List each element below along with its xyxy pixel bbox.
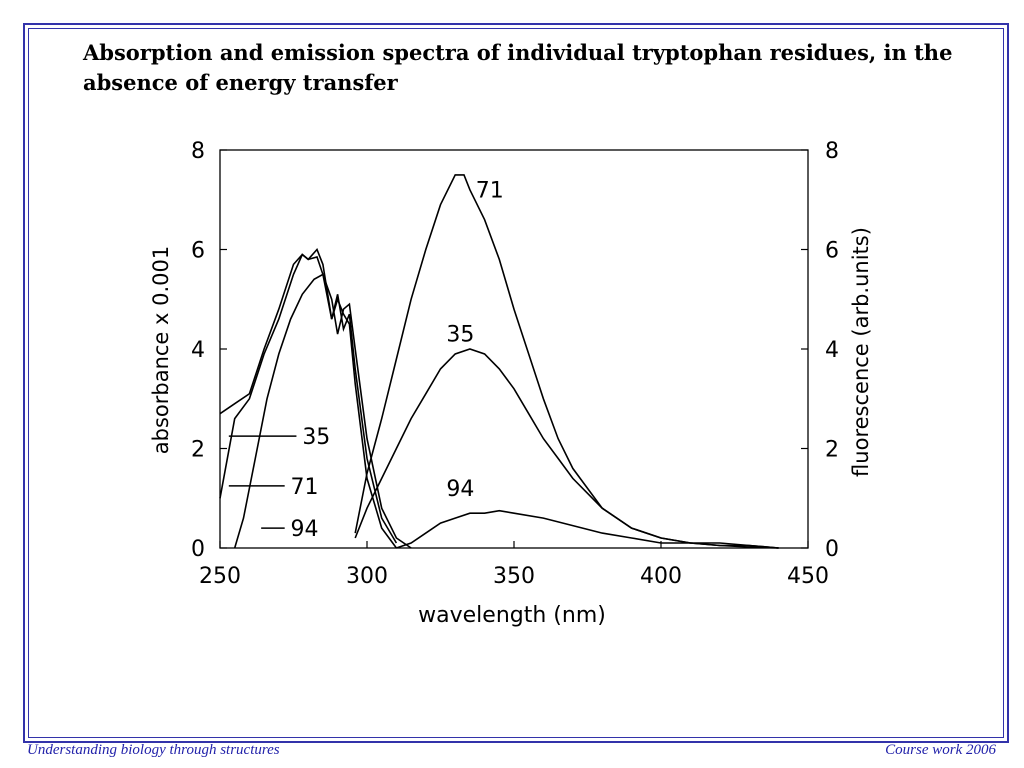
emission-line-71: [354, 174, 779, 549]
left-y-axis-label: absorbance x 0.001: [149, 246, 173, 455]
footer-course-title: Understanding biology through structures: [27, 742, 280, 758]
x-axis-ticks: 250 300 350 400 450: [199, 541, 829, 589]
emission-series-label: 71: [476, 178, 504, 203]
series-group: [219, 174, 779, 549]
slide-frame-inner: [28, 28, 1004, 738]
left-y-tick-label: 6: [191, 239, 205, 264]
absorption-line-71: [219, 247, 398, 549]
absorption-series-label: 71: [291, 475, 319, 500]
right-y-tick-label: 6: [825, 239, 839, 264]
emission-series-label: 94: [446, 477, 474, 502]
right-y-tick-label: 4: [825, 338, 839, 363]
emission-line-35: [354, 348, 779, 549]
series-labels-group: 35 71 94 71 35 94: [228, 178, 504, 542]
x-tick-label: 400: [640, 564, 682, 589]
right-y-axis-label: fluorescence (arb.units): [849, 227, 873, 477]
x-tick-label: 450: [787, 564, 829, 589]
x-tick-label: 250: [199, 564, 241, 589]
emission-line-94: [396, 509, 779, 549]
left-y-tick-label: 2: [191, 438, 205, 463]
left-y-axis-ticks: 0 2 4 6 8: [191, 139, 227, 562]
left-y-tick-label: 0: [191, 537, 205, 562]
footer-course-year: Course work 2006: [885, 742, 996, 758]
x-tick-label: 350: [493, 564, 535, 589]
x-tick-label: 300: [346, 564, 388, 589]
absorption-line-94: [233, 273, 412, 549]
absorption-series-label: 35: [302, 425, 330, 450]
slide-title: Absorption and emission spectra of indiv…: [83, 40, 953, 95]
right-y-tick-label: 2: [825, 438, 839, 463]
left-y-tick-label: 4: [191, 338, 205, 363]
left-y-tick-label: 8: [191, 139, 205, 164]
right-y-axis-ticks: 0 2 4 6 8: [801, 139, 839, 562]
x-axis-label: wavelength (nm): [418, 603, 606, 628]
absorption-line-35: [219, 253, 398, 544]
absorption-series-label: 94: [291, 517, 319, 542]
right-y-tick-label: 8: [825, 139, 839, 164]
slide-frame: [23, 23, 1009, 743]
emission-series-label: 35: [446, 323, 474, 348]
right-y-tick-label: 0: [825, 537, 839, 562]
